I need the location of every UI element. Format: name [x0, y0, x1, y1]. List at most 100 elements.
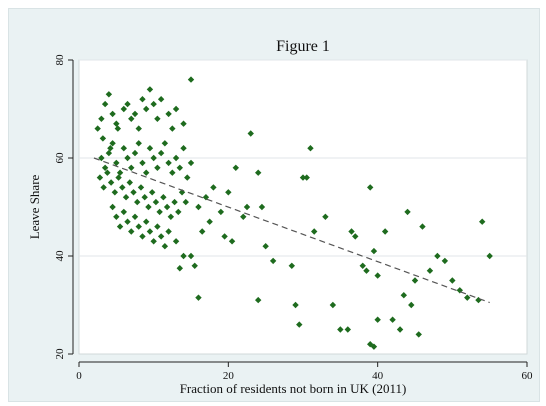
scatter-point — [217, 208, 225, 216]
scatter-point — [175, 208, 182, 216]
scatter-point — [176, 265, 183, 272]
scatter-point — [172, 238, 180, 245]
scatter-point — [156, 208, 163, 216]
scatter-point — [143, 218, 150, 225]
data-points — [94, 76, 493, 350]
axes: 20 40 60 80 0 20 40 60 — [54, 54, 533, 382]
scatter-point — [113, 159, 120, 167]
scatter-point — [374, 272, 381, 279]
x-tick-label: 20 — [223, 370, 235, 382]
scatter-point — [145, 203, 152, 211]
scatter-point — [228, 238, 236, 245]
scatter-point — [167, 213, 175, 220]
scatter-point — [128, 115, 135, 122]
scatter-point — [128, 164, 135, 171]
scatter-point — [120, 208, 127, 216]
scatter-point — [130, 189, 137, 196]
scatter-point — [165, 110, 172, 118]
scatter-point — [195, 294, 202, 301]
trend-line — [93, 157, 490, 304]
scatter-point — [199, 228, 206, 235]
scatter-point — [98, 115, 105, 122]
scatter-point — [337, 326, 344, 333]
scatter-point — [464, 294, 471, 301]
scatter-point — [99, 135, 107, 142]
trend-line-group — [93, 157, 490, 304]
scatter-point — [187, 159, 195, 167]
scatter-point — [161, 243, 169, 250]
y-tick-label: 40 — [54, 250, 66, 262]
scatter-chart: 20 40 60 80 0 20 40 60 Figure 1 Fraction of res… — [27, 38, 533, 396]
plot-area — [78, 59, 528, 355]
scatter-point — [100, 184, 107, 191]
scatter-point — [449, 277, 456, 284]
scatter-point — [240, 213, 247, 220]
scatter-point — [137, 184, 145, 191]
scatter-point — [157, 233, 165, 240]
scatter-point — [262, 243, 269, 250]
scatter-point — [370, 343, 378, 350]
scatter-point — [154, 164, 161, 171]
scatter-point — [143, 169, 150, 176]
scatter-point — [141, 194, 148, 201]
scatter-point — [396, 326, 404, 333]
scatter-point — [408, 301, 415, 309]
scatter-point — [352, 233, 359, 240]
scatter-point — [139, 159, 146, 167]
scatter-point — [146, 86, 154, 93]
scatter-point — [143, 105, 150, 113]
scatter-point — [182, 198, 189, 206]
scatter-point — [434, 252, 441, 260]
scatter-point — [411, 277, 419, 284]
scatter-point — [161, 140, 169, 147]
scatter-point — [348, 228, 355, 235]
scatter-point — [148, 189, 156, 196]
scatter-point — [119, 184, 126, 191]
scatter-point — [146, 145, 154, 152]
scatter-point — [157, 96, 165, 103]
scatter-point — [311, 228, 318, 235]
scatter-point — [202, 194, 210, 201]
scatter-point — [105, 91, 113, 98]
scatter-point — [486, 252, 493, 260]
scatter-point — [359, 262, 366, 269]
scatter-point — [120, 105, 127, 113]
scatter-point — [426, 267, 434, 274]
scatter-point — [114, 125, 122, 132]
scatter-point — [165, 159, 172, 167]
scatter-point — [296, 321, 303, 328]
scatter-point — [150, 100, 157, 108]
scatter-point — [370, 247, 378, 255]
scatter-point — [441, 257, 449, 265]
scatter-point — [180, 120, 187, 127]
scatter-point — [169, 125, 176, 132]
scatter-point — [101, 164, 109, 171]
scatter-point — [247, 130, 254, 137]
scatter-point — [303, 174, 310, 181]
scatter-point — [225, 189, 232, 196]
scatter-point — [150, 238, 157, 245]
scatter-point — [98, 154, 105, 162]
scatter-point — [374, 316, 381, 323]
scatter-point — [124, 154, 131, 162]
scatter-point — [154, 115, 161, 122]
scatter-point — [180, 145, 187, 152]
scatter-point — [243, 203, 251, 211]
scatter-point — [184, 174, 191, 181]
y-tick-label: 60 — [54, 152, 66, 164]
scatter-point — [139, 233, 146, 240]
scatter-point — [146, 228, 154, 235]
scatter-point — [94, 125, 101, 132]
scatter-point — [232, 164, 239, 171]
scatter-point — [135, 223, 142, 230]
scatter-point — [171, 198, 178, 206]
scatter-point — [191, 262, 198, 269]
scatter-point — [307, 145, 314, 152]
scatter-point — [113, 213, 120, 220]
scatter-point — [176, 164, 183, 171]
scatter-point — [389, 316, 396, 323]
scatter-point — [288, 262, 295, 269]
scatter-point — [165, 228, 172, 235]
scatter-point — [111, 189, 119, 196]
scatter-point — [367, 184, 374, 191]
